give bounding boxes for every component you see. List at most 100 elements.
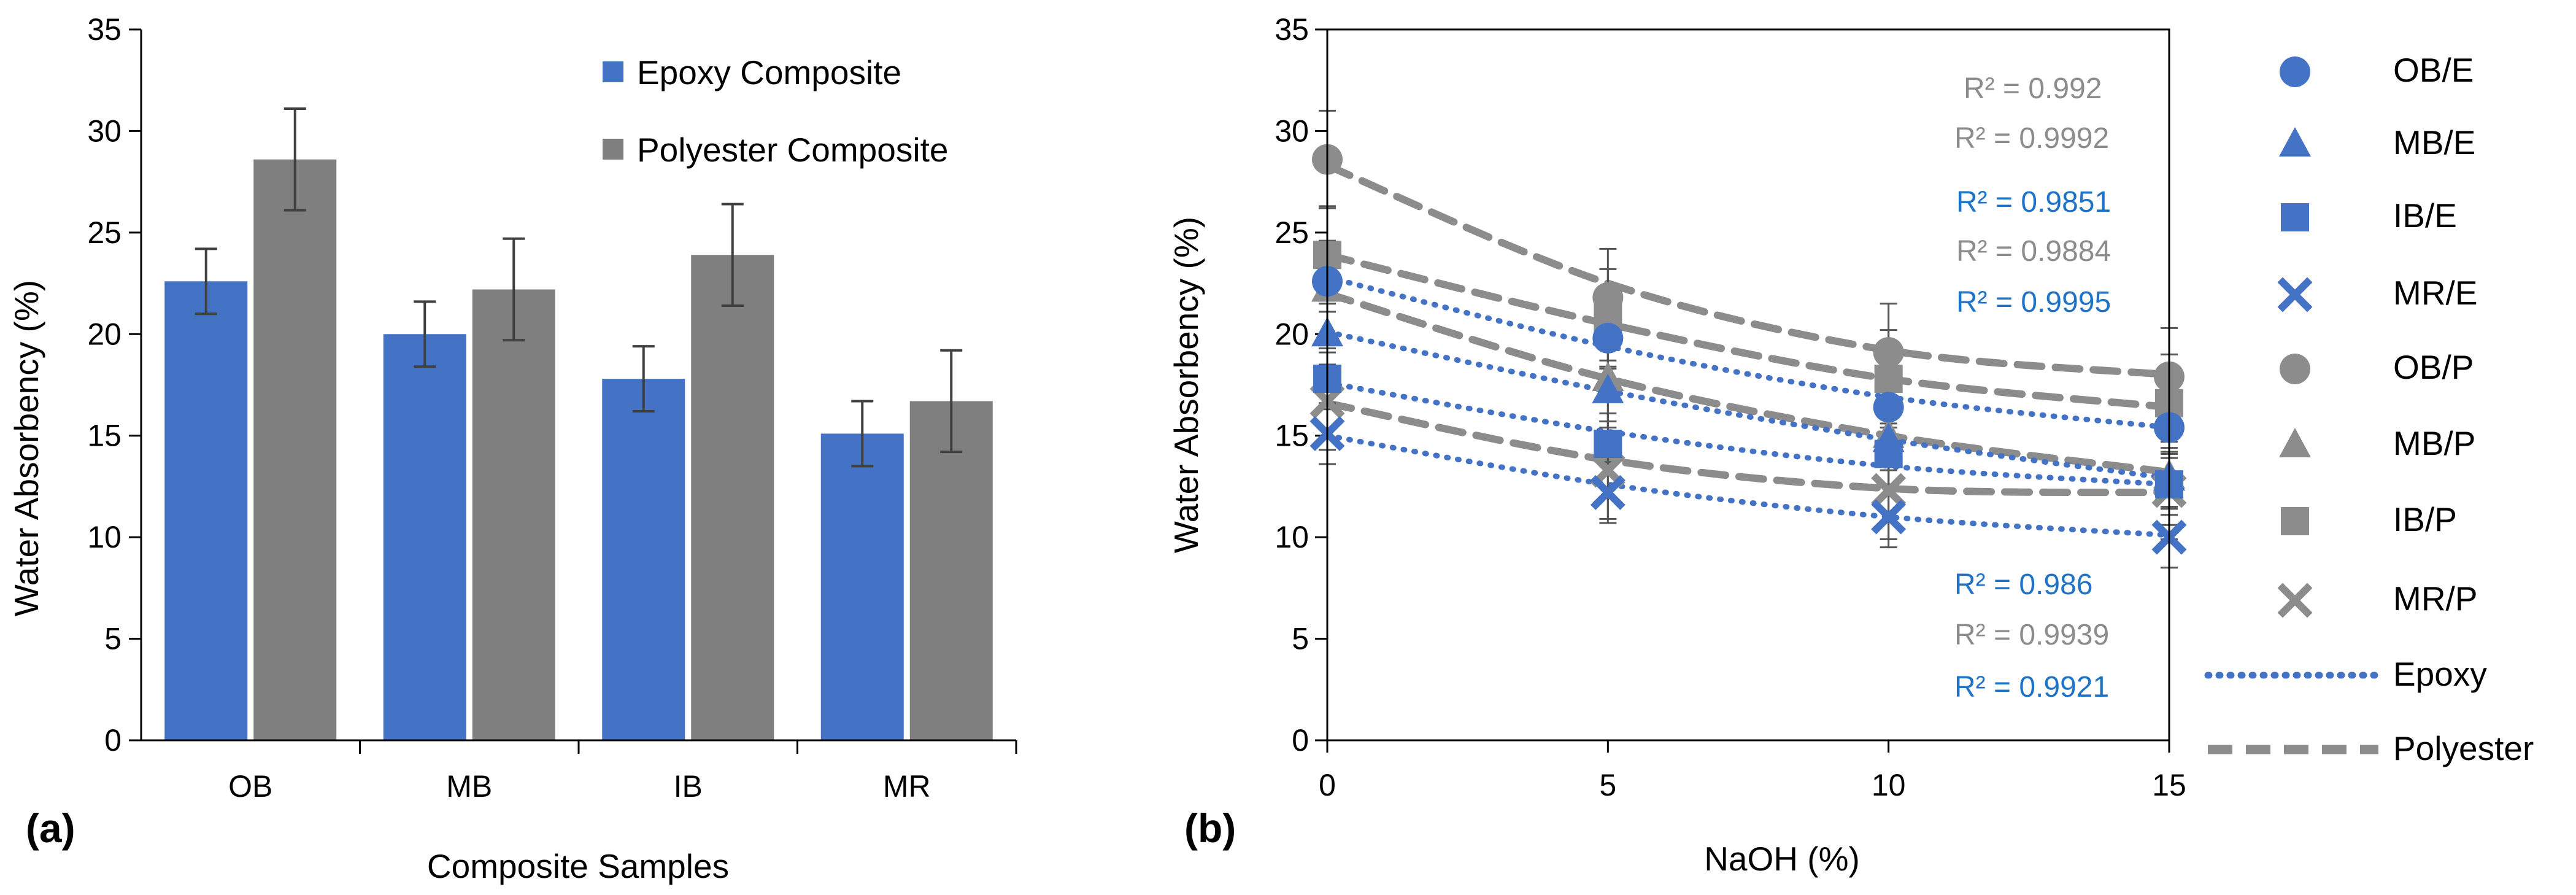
legend-swatch-polyester <box>603 139 623 160</box>
scatter-chart-x-ticks: 0 5 10 15 <box>1319 740 2186 802</box>
point-mr-e <box>1590 475 1625 510</box>
y-tick-label: 10 <box>1275 520 1309 554</box>
legend-label-epoxy-trend: Epoxy <box>2393 655 2487 693</box>
legend-label-mr-p: MR/P <box>2393 579 2478 618</box>
y-tick-label: 10 <box>87 520 121 554</box>
legend-label-ob-e: OB/E <box>2393 51 2474 89</box>
legend-marker-ob-e <box>2280 56 2310 87</box>
point-ob-e <box>1873 392 1904 423</box>
point-mr-e <box>1871 499 1907 535</box>
point-ob-e <box>1592 322 1624 354</box>
bar-chart-panel: 0 5 10 15 20 25 30 35 OB MB IB MR Water Absorbency… <box>7 12 1017 885</box>
scatter-chart-plot-border <box>1326 28 2170 742</box>
bar-chart-legend: Epoxy Composite Polyester Composite <box>603 53 948 169</box>
bar-epoxy-mr <box>820 433 904 740</box>
r2-label: R² = 0.9939 <box>1954 619 2109 651</box>
point-ib-p <box>1874 365 1903 393</box>
y-tick-label: 30 <box>87 114 121 148</box>
scatter-chart-y-axis-title: Water Absorbency (%) <box>1167 217 1205 553</box>
bar-polyester-ob <box>253 159 337 741</box>
bar-chart-y-ticks: 0 5 10 15 20 25 30 35 <box>87 12 141 757</box>
bar-epoxy-mb <box>383 334 466 740</box>
bar-epoxy-ob <box>164 281 248 741</box>
x-tick-label: 10 <box>1872 768 1906 802</box>
bar-epoxy-ib <box>602 379 685 740</box>
legend-label-polyester: Polyester Composite <box>637 131 948 169</box>
point-mr-p <box>1871 473 1907 508</box>
scatter-chart-x-axis-title: NaOH (%) <box>1704 840 1860 878</box>
x-tick-label-ib: IB <box>674 769 703 804</box>
y-tick-label: 0 <box>1292 723 1309 757</box>
r2-label: R² = 0.9884 <box>1956 235 2111 268</box>
r2-label: R² = 0.992 <box>1964 72 2102 105</box>
r2-label: R² = 0.9995 <box>1956 286 2111 319</box>
r2-label: R² = 0.9921 <box>1954 671 2109 703</box>
x-tick-label-ob: OB <box>228 769 272 804</box>
legend-marker-mb-e <box>2279 127 2311 157</box>
legend-label-ib-p: IB/P <box>2393 500 2457 538</box>
scatter-chart-error-bars <box>1319 109 2178 569</box>
point-ib-e <box>1874 440 1903 468</box>
x-tick-label-mr: MR <box>883 769 931 804</box>
trendline-ob-e <box>1324 274 2172 430</box>
scatter-chart-trendlines <box>1324 161 2173 538</box>
r2-label: R² = 0.9851 <box>1956 186 2111 219</box>
y-tick-label: 5 <box>1292 622 1309 656</box>
legend-marker-mb-p <box>2279 428 2311 457</box>
y-tick-label: 25 <box>87 215 121 250</box>
point-ib-e <box>1594 429 1622 458</box>
scatter-chart-panel: 0 5 10 15 20 25 30 35 0 5 10 15 R² = 0.992 R² = 0.… <box>1167 12 2534 878</box>
legend-label-epoxy: Epoxy Composite <box>637 53 901 91</box>
y-tick-label: 30 <box>1275 114 1309 148</box>
y-tick-label: 15 <box>1275 419 1309 453</box>
y-tick-label: 5 <box>104 622 121 656</box>
trendline-ob-p <box>1324 161 2173 379</box>
y-tick-label: 35 <box>87 12 121 47</box>
legend-marker-mr-e <box>2277 277 2313 312</box>
x-tick-label: 0 <box>1319 768 1336 802</box>
legend-label-polyester-trend: Polyester <box>2393 729 2534 767</box>
r2-labels: R² = 0.992 R² = 0.9992 R² = 0.9851 R² = … <box>1954 72 2111 703</box>
bar-chart-x-tick-labels: OB MB IB MR <box>228 769 931 804</box>
point-mr-p <box>1590 452 1625 488</box>
y-tick-label: 20 <box>1275 317 1309 351</box>
legend-markers <box>2277 56 2313 618</box>
bar-polyester-ib <box>691 255 774 740</box>
bar-chart-y-axis-title: Water Absorbency (%) <box>7 280 45 616</box>
trendline-ib-e <box>1324 380 2172 487</box>
legend-marker-ob-p <box>2280 354 2310 384</box>
legend-label-mr-e: MR/E <box>2393 274 2478 312</box>
y-tick-label: 25 <box>1275 215 1309 250</box>
x-tick-label-mb: MB <box>446 769 492 804</box>
point-mb-e <box>1592 373 1624 403</box>
legend-label-ib-e: IB/E <box>2393 196 2457 234</box>
panel-label-b: (b) <box>1184 805 1236 851</box>
trendline-mr-e <box>1324 433 2172 538</box>
trendline-mr-p <box>1324 399 2173 497</box>
r2-label: R² = 0.9992 <box>1954 122 2109 155</box>
legend-label-ob-p: OB/P <box>2393 348 2474 386</box>
r2-label: R² = 0.986 <box>1954 568 2092 601</box>
y-tick-label: 0 <box>104 723 121 757</box>
trendline-mb-e <box>1324 329 2172 481</box>
legend-label-mb-e: MB/E <box>2393 123 2475 161</box>
legend-label-mb-p: MB/P <box>2393 424 2475 462</box>
trendline-ib-p <box>1324 251 2173 411</box>
scatter-chart-legend: OB/E MB/E IB/E MR/E OB/P MB/P IB/P MR/P … <box>2204 51 2534 767</box>
legend-marker-ib-p <box>2281 507 2309 535</box>
legend-marker-mr-p <box>2277 583 2313 618</box>
bar-chart-x-axis-title: Composite Samples <box>427 847 729 885</box>
bar-chart-axes <box>140 29 1017 754</box>
point-ob-p <box>1873 337 1904 368</box>
legend-swatch-epoxy <box>603 61 623 82</box>
bar-chart-bars <box>164 107 993 741</box>
x-tick-label: 5 <box>1599 768 1616 802</box>
bar-polyester-mb <box>472 289 555 740</box>
bar-polyester-mr <box>909 401 993 740</box>
y-tick-label: 15 <box>87 419 121 453</box>
y-tick-label: 35 <box>1275 12 1309 47</box>
panel-label-a: (a) <box>26 805 75 851</box>
scatter-chart-y-ticks: 0 5 10 15 20 25 30 35 <box>1275 12 1327 757</box>
x-tick-label: 15 <box>2152 768 2186 802</box>
